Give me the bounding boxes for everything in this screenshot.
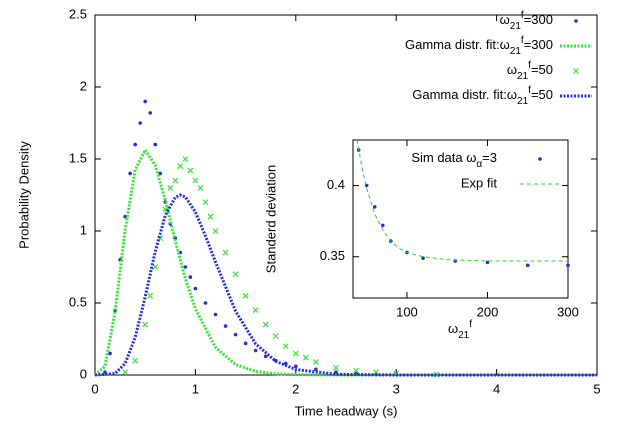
point	[525, 263, 530, 268]
x-axis-label: ω21f	[448, 319, 472, 341]
point	[314, 367, 318, 372]
point	[167, 184, 174, 191]
point	[262, 321, 269, 328]
point	[177, 163, 184, 170]
series-layer	[356, 139, 570, 268]
point	[223, 324, 228, 328]
y-tick-label: 0.4	[327, 177, 345, 192]
legend-label: ω21f=300	[500, 10, 553, 32]
point	[272, 333, 279, 340]
x-tick-label: 5	[593, 381, 600, 396]
legend-label: Sim data ωα=3	[411, 150, 497, 169]
point	[292, 350, 299, 357]
point	[372, 205, 377, 209]
point	[202, 199, 209, 206]
fit-line	[94, 146, 597, 377]
point	[373, 369, 380, 376]
x-tick-label: 100	[396, 304, 418, 319]
plot-area	[352, 139, 569, 299]
point	[153, 142, 158, 147]
point	[192, 177, 199, 184]
point	[252, 307, 259, 314]
legend-swatch	[574, 19, 578, 23]
legend-swatch	[573, 68, 579, 74]
point	[187, 167, 194, 174]
legend-label: ω21f=50	[507, 60, 553, 82]
x-tick-label: 300	[557, 304, 579, 319]
fit-line	[94, 193, 597, 377]
point	[485, 260, 490, 265]
point	[172, 177, 179, 184]
point	[253, 348, 258, 353]
point	[243, 341, 248, 346]
point	[203, 301, 208, 305]
y-tick-label: 2	[80, 78, 87, 93]
point	[213, 312, 218, 317]
legend-label: Gamma distr. fit:ω21f=50	[412, 85, 553, 107]
point	[232, 271, 239, 278]
y-tick-label: 1.5	[69, 150, 87, 165]
point	[193, 286, 198, 291]
point	[333, 364, 339, 371]
y-tick-label: 2.5	[69, 6, 87, 21]
point	[183, 265, 188, 269]
point	[122, 369, 129, 376]
point	[182, 156, 189, 162]
legend-label: Gamma distr. fit:ω21f=300	[405, 35, 553, 57]
point	[353, 367, 359, 374]
point	[233, 332, 238, 337]
point	[197, 184, 204, 191]
x-tick-label: 4	[493, 381, 500, 396]
point	[222, 249, 229, 256]
x-tick-label: 2	[292, 381, 299, 396]
point	[380, 223, 385, 228]
point	[108, 351, 112, 356]
x-tick-label: 3	[393, 381, 400, 396]
point	[421, 256, 425, 260]
y-tick-label: 1	[80, 222, 87, 237]
legend-label: Exp fit	[461, 175, 498, 190]
legend-swatch	[538, 157, 542, 161]
point	[128, 171, 132, 176]
point	[148, 111, 153, 115]
point	[212, 228, 219, 234]
point	[294, 364, 298, 369]
point	[147, 292, 154, 299]
x-tick-label: 200	[477, 304, 499, 319]
point	[133, 142, 137, 147]
y-axis-label: Probability Density	[16, 141, 31, 249]
x-tick-label: 0	[91, 381, 98, 396]
point	[132, 357, 139, 364]
point	[138, 121, 142, 125]
point	[302, 354, 309, 361]
point	[312, 359, 319, 365]
y-axis-label: Standerd deviation	[263, 165, 278, 273]
point	[207, 213, 214, 220]
y-tick-label: 0.5	[69, 294, 87, 309]
point	[123, 214, 127, 219]
y-tick-label: 0.35	[320, 248, 345, 263]
point	[143, 99, 147, 104]
x-tick-label: 1	[192, 381, 199, 396]
point	[263, 354, 268, 359]
fit-line	[356, 139, 568, 262]
y-tick-label: 0	[80, 366, 87, 381]
point	[242, 292, 249, 299]
point	[142, 321, 149, 328]
x-axis-label: Time headway (s)	[295, 403, 398, 418]
series-layer	[94, 99, 597, 378]
point	[188, 275, 193, 279]
point	[282, 343, 289, 350]
point	[566, 263, 570, 268]
